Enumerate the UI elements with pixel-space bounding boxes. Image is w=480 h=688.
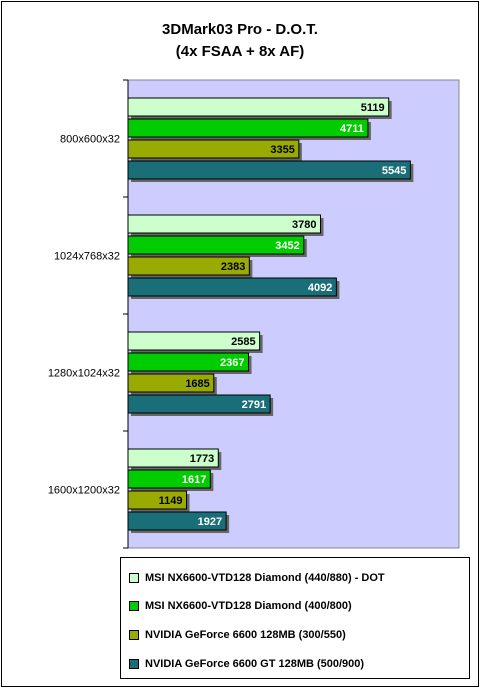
bar [127, 511, 227, 531]
legend-item: NVIDIA GeForce 6600 GT 128MB (500/900) [129, 656, 364, 672]
bar [127, 256, 250, 276]
legend-label: NVIDIA GeForce 6600 GT 128MB (500/900) [145, 658, 365, 670]
data-label: 5119 [361, 102, 385, 114]
data-label: 1685 [185, 378, 209, 390]
category-label: 1024x768x32 [54, 251, 120, 263]
chart-subtitle: (4x FSAA + 8x AF) [175, 43, 305, 60]
bar [127, 235, 305, 255]
chart-title: 3DMark03 Pro - D.O.T. [162, 21, 318, 38]
bar [127, 139, 300, 159]
bar [127, 448, 219, 468]
data-label: 5545 [382, 165, 406, 177]
bar [127, 331, 261, 351]
legend-swatch [129, 573, 139, 583]
legend-item: NVIDIA GeForce 6600 128MB (300/550) [129, 627, 346, 643]
data-label: 3452 [275, 240, 299, 252]
data-label: 3780 [292, 219, 316, 231]
data-label: 2383 [221, 261, 245, 273]
data-label: 2791 [242, 399, 266, 411]
data-label: 1617 [182, 474, 206, 486]
bar [127, 394, 271, 414]
legend-swatch [129, 659, 139, 669]
data-label: 2585 [231, 336, 255, 348]
legend-label: NVIDIA GeForce 6600 128MB (300/550) [145, 629, 346, 641]
data-label: 3355 [270, 144, 294, 156]
data-label: 4711 [340, 123, 364, 135]
category-label: 1280x1024x32 [48, 368, 120, 380]
category-label: 800x600x32 [60, 134, 120, 146]
legend-swatch [129, 630, 139, 640]
data-label: 4092 [308, 282, 332, 294]
bar [127, 118, 369, 138]
legend-swatch [129, 601, 139, 611]
data-label: 2367 [220, 357, 244, 369]
bar [127, 490, 188, 510]
bar [127, 373, 215, 393]
bar-chart: 800x600x32 5119 4711 3355 5545 1024x768x32 378… [48, 79, 460, 549]
bar [127, 160, 411, 180]
category-label: 1600x1200x32 [48, 485, 120, 497]
legend-label: MSI NX6600-VTD128 Diamond (440/880) - DO… [145, 572, 385, 584]
bar [127, 469, 211, 489]
legend-label: MSI NX6600-VTD128 Diamond (400/800) [145, 600, 352, 612]
bar [127, 97, 390, 117]
data-label: 1927 [198, 516, 222, 528]
legend-item: MSI NX6600-VTD128 Diamond (400/800) [129, 598, 352, 614]
bar [127, 214, 321, 234]
bar [127, 277, 337, 297]
legend: MSI NX6600-VTD128 Diamond (440/880) - DO… [120, 557, 470, 679]
data-label: 1773 [190, 453, 214, 465]
bar [127, 352, 250, 372]
legend-item: MSI NX6600-VTD128 Diamond (440/880) - DO… [129, 570, 385, 586]
data-label: 1149 [159, 495, 183, 507]
